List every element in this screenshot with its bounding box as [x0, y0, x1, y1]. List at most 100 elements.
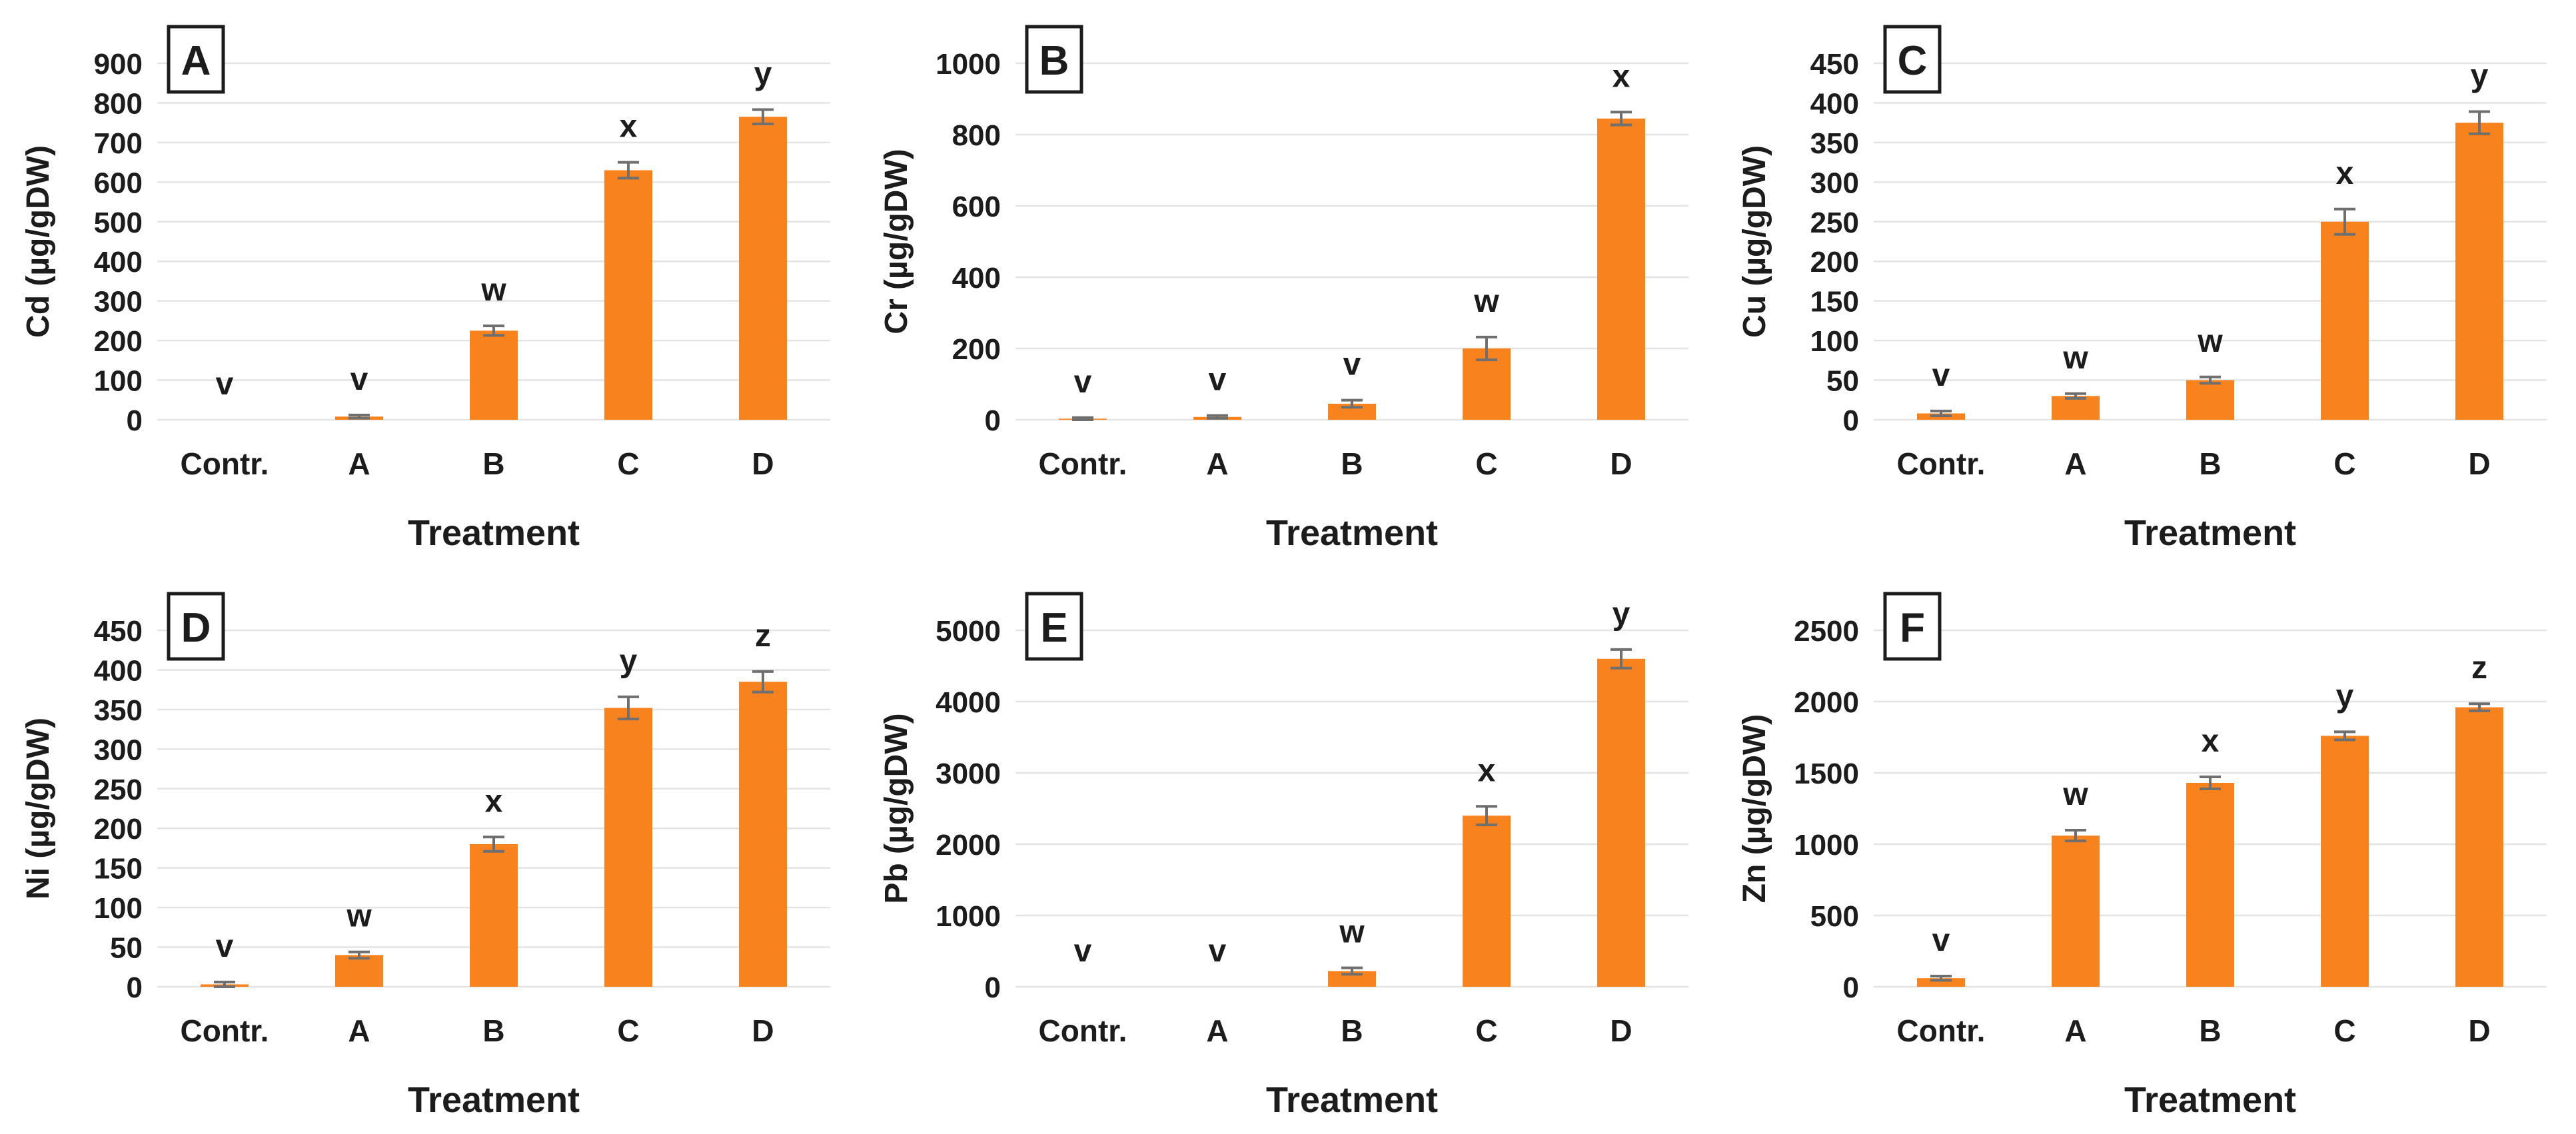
category-label: D: [1610, 1013, 1632, 1048]
category-label: Contr.: [1897, 446, 1986, 481]
significance-letter: v: [1209, 362, 1227, 398]
error-bar: [2065, 829, 2086, 843]
error-bar: [2200, 375, 2221, 385]
category-label: D: [752, 446, 774, 481]
y-axis-tick-label: 5000: [936, 615, 1001, 648]
panel-letter: B: [1039, 38, 1069, 84]
panel-letter: D: [181, 605, 211, 651]
y-axis-tick-label: 400: [1810, 87, 1859, 120]
category-label: A: [1206, 1013, 1228, 1048]
significance-letter: z: [2471, 650, 2487, 686]
significance-letter: v: [1932, 358, 1950, 393]
bar: [2455, 707, 2503, 987]
error-bar: [1610, 648, 1632, 670]
bar: [2455, 123, 2503, 420]
category-label: B: [2199, 1013, 2221, 1048]
bar: [335, 955, 383, 987]
category-label: B: [482, 446, 504, 481]
y-axis-tick-label: 700: [94, 127, 143, 160]
error-bar: [2469, 702, 2490, 712]
y-axis-tick-label: 100: [1810, 325, 1859, 358]
category-label: B: [2199, 446, 2221, 481]
y-axis-title: Cd (µg/gDW): [21, 145, 56, 338]
bar: [470, 330, 518, 420]
y-axis-title: Ni (µg/gDW): [21, 718, 56, 899]
y-axis-tick-label: 100: [94, 892, 143, 925]
y-axis-tick-label: 200: [1810, 246, 1859, 279]
error-bar: [2065, 392, 2086, 400]
significance-letter: w: [2062, 340, 2088, 376]
y-axis-tick-label: 1000: [936, 48, 1001, 81]
panel-letter: C: [1898, 38, 1928, 84]
y-axis-tick-label: 350: [1810, 127, 1859, 160]
category-label: Contr.: [181, 1013, 269, 1048]
significance-letter: v: [1209, 933, 1227, 969]
y-axis-tick-label: 1500: [1794, 758, 1859, 790]
bar: [1597, 658, 1645, 987]
error-bar: [618, 695, 639, 721]
category-label: Contr.: [1039, 446, 1127, 481]
significance-letter: w: [2197, 324, 2223, 359]
significance-letter: w: [1339, 915, 1365, 950]
panel-letter-box: [167, 592, 225, 661]
error-bar: [1341, 966, 1363, 976]
significance-letter: y: [620, 644, 638, 679]
y-axis-title: Cu (µg/gDW): [1737, 145, 1772, 338]
category-label: B: [1341, 446, 1363, 481]
category-label: C: [2333, 446, 2355, 481]
error-bar: [2334, 730, 2355, 742]
significance-letter: x: [485, 784, 503, 819]
bar: [470, 844, 518, 987]
bar-chart-D: 0 50 100 150 200 250 300 350 400 450 Ni (µg/gDW) v C…: [21, 592, 830, 1120]
y-axis-tick-label: 450: [1810, 48, 1859, 81]
category-label: D: [1610, 446, 1632, 481]
y-axis-tick-label: 0: [1843, 404, 1859, 437]
panel-letter-box: [1883, 25, 1942, 94]
y-axis-tick-label: 450: [94, 615, 143, 648]
y-axis-tick-label: 0: [985, 404, 1001, 437]
bar: [604, 708, 652, 987]
significance-letter: y: [1612, 596, 1630, 632]
bar-chart-E: 0 1000 2000 3000 4000 5000 Pb (µg/gDW) v Contr. v…: [879, 592, 1688, 1120]
category-label: B: [1341, 1013, 1363, 1048]
y-axis-title: Cr (µg/gDW): [879, 149, 914, 334]
error-bar: [2334, 207, 2355, 236]
y-axis-tick-label: 400: [94, 654, 143, 687]
category-label: A: [348, 1013, 370, 1048]
y-axis-tick-label: 200: [94, 813, 143, 846]
error-bar: [1207, 414, 1228, 420]
y-axis-tick-label: 300: [94, 286, 143, 318]
significance-letter: x: [2202, 724, 2220, 759]
error-bar: [2200, 775, 2221, 790]
y-axis-tick-label: 3000: [936, 758, 1001, 790]
error-bar: [752, 670, 774, 694]
bar: [2052, 396, 2100, 420]
error-bar: [752, 108, 774, 125]
error-bar: [1476, 335, 1497, 362]
error-bar: [1072, 416, 1093, 421]
y-axis-tick-label: 400: [94, 246, 143, 279]
error-bar: [1610, 111, 1632, 127]
y-axis-tick-label: 200: [952, 333, 1001, 366]
y-axis-tick-label: 600: [952, 191, 1001, 223]
y-axis-tick-label: 900: [94, 48, 143, 81]
category-label: D: [2468, 1013, 2490, 1048]
bar: [1597, 118, 1645, 420]
panel-letter-box: [1025, 25, 1083, 94]
error-bar: [618, 161, 639, 180]
bar: [739, 682, 787, 987]
panel-letter: E: [1040, 605, 1067, 651]
y-axis-tick-label: 500: [94, 207, 143, 239]
y-axis-tick-label: 4000: [936, 686, 1001, 719]
y-axis-tick-label: 1000: [1794, 829, 1859, 861]
panel-a: 0 100 200 300 400 500 600 700 800 900 Cd (µg/gDW) v…: [1, 0, 859, 567]
category-label: C: [1475, 1013, 1497, 1048]
bar-chart-B: 0 200 400 600 800 1000 Cr (µg/gDW) v Contr. v Av Bw…: [879, 25, 1688, 553]
y-axis-tick-label: 1000: [936, 900, 1001, 933]
bar: [2321, 221, 2369, 420]
significance-letter: y: [2336, 678, 2354, 714]
y-axis-tick-label: 500: [1810, 900, 1859, 933]
y-axis-tick-label: 200: [94, 325, 143, 358]
bar: [2186, 380, 2234, 420]
